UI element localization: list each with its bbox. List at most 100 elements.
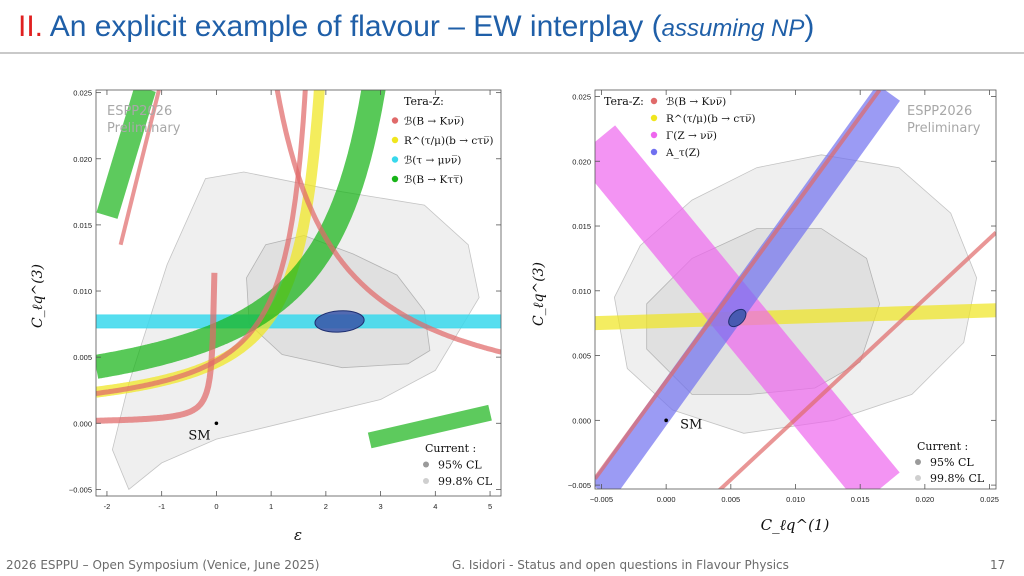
watermark-line: ESPP2026 <box>107 104 172 119</box>
current-legend-label: 99.8% CL <box>438 475 493 488</box>
legend-title: Tera-Z: <box>604 95 644 108</box>
x-tick-label: 5 <box>488 502 492 511</box>
footer-event: 2026 ESPPU – Open Symposium (Venice, Jun… <box>6 558 320 572</box>
title-roman-numeral: II. <box>18 10 44 43</box>
watermark-line: Preliminary <box>907 121 981 136</box>
current-legend-title: Current : <box>917 440 968 453</box>
chart-panel-2: SM −0.005 0.000 0.005 0.010 0.015 0.020 0.025 −0… <box>531 89 999 534</box>
footer-author: G. Isidori - Status and open questions i… <box>452 558 789 572</box>
legend-title: Tera-Z: <box>404 95 444 108</box>
combined-fit-ellipse <box>728 308 747 328</box>
band-b-k-upper-4 <box>717 231 996 489</box>
x-tick-label: 0.010 <box>786 495 805 504</box>
current-legend-marker <box>423 478 429 484</box>
x-tick-label: 0.005 <box>721 495 740 504</box>
title-main-text: An explicit example of flavour – EW inte… <box>43 10 662 43</box>
current-legend-marker <box>915 475 921 481</box>
band-b-k-upper-left-8 <box>118 90 161 246</box>
band--0 <box>96 314 501 329</box>
x-tick-label: 0 <box>214 502 218 511</box>
y-tick-label: 0.000 <box>572 416 591 425</box>
x-tick-label: −0.005 <box>590 495 613 504</box>
y-tick-label: 0.005 <box>572 352 591 361</box>
sm-label: SM <box>188 428 210 443</box>
page-number: 17 <box>990 558 1006 572</box>
plot-area <box>96 90 501 491</box>
x-tick-label: 4 <box>433 502 437 511</box>
sm-label: SM <box>680 417 702 432</box>
title-divider <box>0 52 1024 54</box>
legend-label: R^(τ/μ)(b → cτν̅) <box>666 113 756 125</box>
current-legend-label: 95% CL <box>930 456 974 469</box>
x-axis-label: ε <box>294 526 302 544</box>
y-tick-label: 0.020 <box>572 157 591 166</box>
legend-marker <box>391 117 399 124</box>
current-legend-marker <box>423 461 429 468</box>
current-legend: Current : 95% CL 99.8% CL <box>915 440 985 485</box>
band-b-k-upper-2 <box>96 90 386 379</box>
y-tick-label: 0.025 <box>572 92 591 101</box>
legend-label: ℬ(B → Kνν̅) <box>666 96 726 108</box>
legend-marker <box>391 156 399 163</box>
y-tick-label: 0.005 <box>73 353 92 362</box>
current-legend-label: 95% CL <box>438 459 482 472</box>
slide-title: II. An explicit example of flavour – EW … <box>18 10 814 44</box>
legend-label: ℬ(B → Kττ̅) <box>404 174 463 186</box>
legend-marker <box>391 136 399 144</box>
band-b-k-right-4 <box>367 404 492 449</box>
chart-panel-1: SM −0.005 0.000 0.005 0.010 0.015 0.020 0.025 -2… <box>30 89 502 544</box>
band-b-k-lower-3 <box>595 90 882 480</box>
legend-marker <box>391 175 399 183</box>
band-a-z-2 <box>595 90 900 489</box>
y-tick-label: −0.005 <box>568 481 591 490</box>
legend-label: Γ(Z → νν̅) <box>666 130 717 142</box>
combined-fit-ellipse <box>314 310 365 333</box>
x-axis-label: C_ℓq^(1) <box>761 516 830 534</box>
legend-label: ℬ(B → Kνν̅) <box>404 116 464 128</box>
legend-marker <box>650 131 658 139</box>
band-r-b-c-0 <box>595 303 996 331</box>
y-tick-label: 0.025 <box>73 89 92 98</box>
current-legend-label: 99.8% CL <box>930 472 985 485</box>
title-close-paren: ) <box>804 10 815 43</box>
y-tick-label: 0.000 <box>73 419 92 428</box>
sm-point <box>664 418 668 423</box>
band-b-k-lower-right-7 <box>274 90 501 355</box>
band-b-k-left-3 <box>96 90 156 219</box>
legend-marker <box>650 114 658 122</box>
watermark-line: Preliminary <box>107 121 181 136</box>
x-tick-label: 0.000 <box>657 495 676 504</box>
y-tick-label: 0.015 <box>73 221 92 230</box>
y-tick-label: −0.005 <box>69 485 92 494</box>
legend-marker <box>650 97 658 105</box>
legend-label: ℬ(τ → μνν̅) <box>404 155 461 167</box>
x-tick-label: 2 <box>324 502 328 511</box>
x-tick-label: 0.020 <box>915 495 934 504</box>
x-tick-label: -1 <box>158 502 165 511</box>
current-legend-title: Current : <box>425 442 476 455</box>
y-axis-label: C_ℓq^(3) <box>30 264 46 328</box>
y-tick-label: 0.015 <box>572 222 591 231</box>
legend-marker <box>650 148 658 156</box>
band-b-k-lower-left-6 <box>96 272 218 424</box>
y-axis-label: C_ℓq^(3) <box>531 262 547 326</box>
x-tick-label: 0.015 <box>851 495 870 504</box>
x-tick-label: 3 <box>379 502 383 511</box>
plot-area <box>595 90 996 489</box>
y-tick-label: 0.010 <box>572 287 591 296</box>
current-legend-marker <box>915 459 921 465</box>
y-tick-label: 0.020 <box>73 155 92 164</box>
y-tick-label: 0.010 <box>73 287 92 296</box>
title-italic-text: assuming NP <box>661 15 805 42</box>
legend-label: R^(τ/μ)(b → cτν̅) <box>404 135 494 147</box>
sm-point <box>214 421 219 426</box>
x-tick-label: -2 <box>104 502 111 511</box>
x-tick-label: 1 <box>269 502 273 511</box>
plot-frame <box>95 89 502 497</box>
band-b-k-main-5 <box>96 90 308 396</box>
current-legend: Current : 95% CL 99.8% CL <box>423 442 493 488</box>
watermark-line: ESPP2026 <box>907 104 972 119</box>
legend: Tera-Z: ℬ(B → Kνν̅) R^(τ/μ)(b → cτν̅) ℬ(τ →… <box>391 95 494 186</box>
legend: Tera-Z: ℬ(B → Kνν̅) R^(τ/μ)(b → cτν̅) Γ(Z →… <box>604 95 756 159</box>
